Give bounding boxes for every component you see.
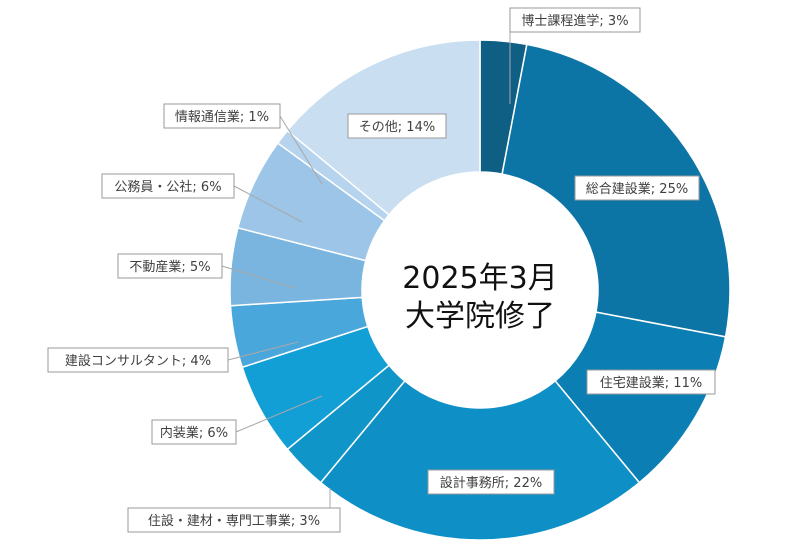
slice-label-box-6: [151, 419, 237, 445]
leader-line-6: [235, 395, 323, 433]
slice-label-7: 建設コンサルタント; 4%: [65, 353, 211, 369]
slice-label-box-11: [347, 113, 447, 139]
donut-hole: [362, 172, 598, 408]
slice-labels: 博士課程進学; 3% 総合建設業; 25% 住宅建設業; 11% 設計事務所; 22%…: [47, 7, 716, 533]
leader-line-9: [233, 185, 303, 223]
slice-label-box-5: [127, 507, 341, 533]
leader-line-8: [221, 265, 296, 289]
slice-label-box-9: [101, 173, 235, 199]
slice-label-box-7: [47, 347, 229, 373]
slice-label-9: 公務員・公社; 6%: [114, 179, 221, 195]
slice-label-1: 博士課程進学; 3%: [521, 13, 628, 29]
slice-label-6: 内装業; 6%: [160, 425, 228, 441]
center-title-line-2: 大学院修了: [405, 299, 555, 334]
slices-group: [229, 39, 731, 541]
slice-label-box-8: [117, 253, 223, 279]
center-title-line-1: 2025年3月: [402, 261, 557, 296]
leader-line-7: [227, 341, 299, 361]
slice-label-10: 情報通信業; 1%: [175, 109, 269, 125]
slice-label-box-1: [509, 7, 641, 33]
slice-label-box-3: [586, 369, 716, 395]
slice-label-box-2: [574, 175, 700, 201]
leader-line-10: [279, 115, 323, 185]
leader-lines: [221, 32, 511, 508]
slice-label-3: 住宅建設業; 11%: [600, 375, 702, 391]
slice-label-2: 総合建設業; 25%: [586, 181, 688, 197]
slice-label-4: 設計事務所; 22%: [440, 475, 542, 491]
slice-label-box-4: [427, 469, 555, 495]
slice-label-5: 住設・建材・専門工事業; 3%: [148, 513, 320, 529]
slice-label-8: 不動産業; 5%: [129, 259, 210, 275]
slice-label-box-10: [163, 103, 281, 129]
slice-label-11: その他; 14%: [359, 120, 435, 135]
